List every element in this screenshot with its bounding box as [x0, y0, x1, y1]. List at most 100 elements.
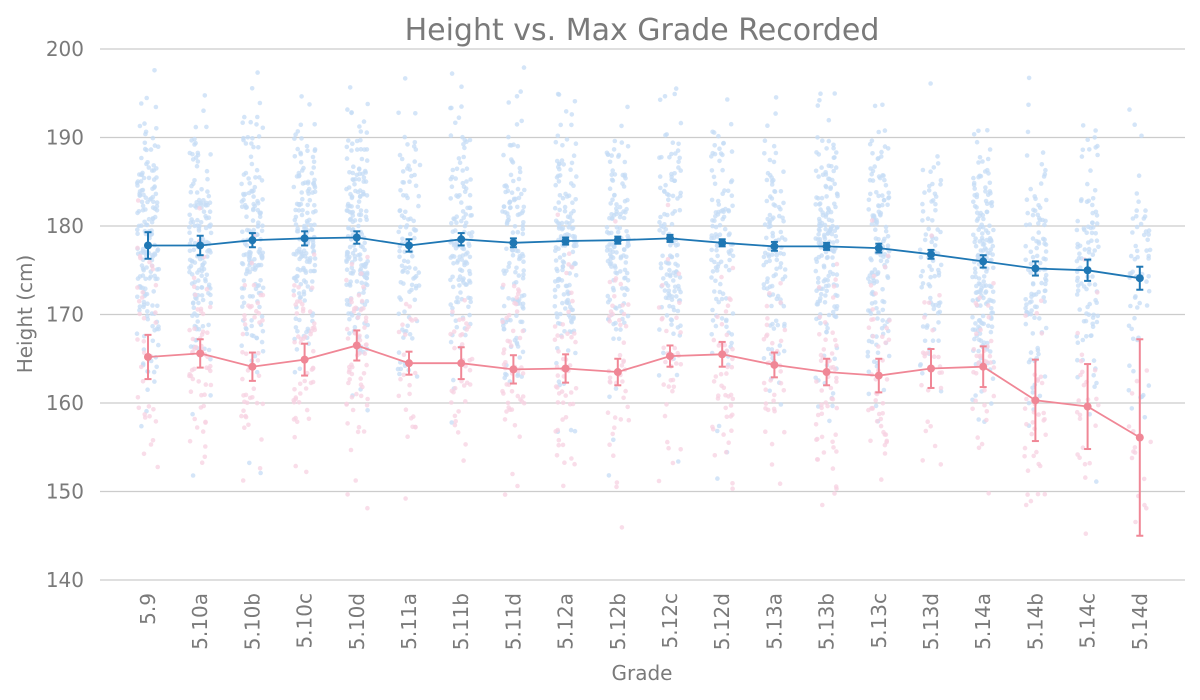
scatter-point — [350, 407, 356, 413]
scatter-point — [984, 209, 990, 215]
scatter-point — [309, 285, 315, 291]
scatter-point — [469, 356, 475, 362]
scatter-point — [974, 139, 980, 145]
scatter-point — [1129, 391, 1135, 396]
scatter-point — [190, 376, 196, 382]
scatter-point — [135, 294, 140, 300]
scatter-point — [972, 239, 977, 245]
scatter-point — [824, 184, 829, 190]
scatter-point — [981, 279, 986, 284]
scatter-point — [507, 260, 512, 266]
scatter-point — [778, 380, 784, 386]
scatter-point — [1022, 406, 1028, 411]
scatter-point — [878, 258, 884, 264]
scatter-point — [1126, 424, 1132, 429]
scatter-point — [520, 349, 526, 355]
scatter-point — [573, 350, 578, 356]
scatter-point — [347, 85, 353, 90]
scatter-point — [724, 414, 730, 420]
scatter-point — [616, 336, 622, 342]
scatter-point — [293, 214, 299, 220]
scatter-point — [726, 267, 732, 273]
scatter-point — [715, 253, 720, 259]
scatter-point — [1136, 173, 1142, 178]
scatter-point — [1041, 418, 1046, 423]
scatter-point — [722, 226, 728, 232]
scatter-points — [134, 65, 1153, 536]
scatter-point — [980, 313, 986, 319]
scatter-point — [203, 444, 208, 449]
scatter-point — [501, 362, 507, 367]
scatter-point — [990, 310, 996, 316]
scatter-point — [256, 373, 262, 379]
scatter-point — [817, 332, 822, 337]
scatter-point — [141, 350, 147, 356]
scatter-point — [137, 123, 143, 129]
scatter-point — [198, 220, 204, 225]
scatter-point — [666, 445, 671, 451]
scatter-point — [466, 295, 471, 301]
scatter-point — [926, 282, 931, 287]
scatter-point — [710, 223, 715, 229]
scatter-point — [871, 273, 877, 279]
scatter-point — [624, 229, 629, 234]
scatter-point — [1079, 154, 1085, 159]
scatter-point — [1042, 374, 1048, 379]
scatter-point — [413, 183, 419, 189]
scatter-point — [359, 263, 364, 268]
scatter-point — [658, 265, 664, 271]
scatter-point — [657, 174, 663, 179]
scatter-point — [568, 167, 573, 172]
scatter-point — [245, 368, 251, 373]
scatter-point — [764, 303, 770, 309]
scatter-point — [772, 189, 778, 194]
scatter-point — [522, 187, 527, 193]
scatter-point — [882, 177, 887, 183]
scatter-point — [619, 140, 625, 145]
scatter-point — [302, 298, 308, 303]
scatter-point — [403, 301, 409, 307]
scatter-point — [361, 429, 367, 434]
scatter-point — [675, 196, 680, 201]
scatter-point — [813, 422, 819, 427]
scatter-point — [832, 91, 837, 96]
scatter-point — [920, 350, 926, 356]
scatter-point — [981, 216, 986, 222]
scatter-point — [709, 197, 715, 203]
scatter-point — [778, 338, 784, 344]
scatter-point — [1133, 243, 1138, 249]
scatter-point — [866, 338, 872, 344]
scatter-point — [310, 244, 316, 249]
scatter-point — [762, 138, 768, 143]
scatter-point — [460, 180, 466, 186]
scatter-point — [1133, 519, 1138, 525]
scatter-point — [672, 289, 677, 294]
scatter-point — [878, 423, 884, 429]
scatter-point — [1036, 351, 1041, 357]
scatter-point — [194, 190, 200, 195]
scatter-point — [1089, 333, 1094, 338]
scatter-point — [253, 308, 259, 314]
scatter-point — [970, 298, 976, 303]
scatter-point — [876, 310, 881, 315]
scatter-point — [608, 261, 614, 266]
scatter-point — [249, 333, 255, 338]
scatter-point — [195, 319, 200, 324]
scatter-point — [607, 314, 612, 319]
scatter-point — [930, 328, 935, 333]
scatter-point — [154, 364, 159, 370]
mean-point — [509, 238, 518, 247]
scatter-point — [504, 246, 509, 252]
scatter-point — [772, 392, 777, 398]
scatter-point — [975, 435, 980, 440]
scatter-point — [291, 251, 297, 257]
scatter-point — [710, 269, 716, 274]
scatter-point — [816, 174, 821, 179]
scatter-point — [610, 249, 616, 254]
scatter-point — [1026, 75, 1032, 81]
scatter-point — [673, 261, 678, 267]
scatter-point — [402, 249, 408, 255]
scatter-point — [358, 243, 364, 249]
x-tick-label: 5.14c — [1076, 593, 1100, 649]
scatter-point — [255, 70, 260, 75]
